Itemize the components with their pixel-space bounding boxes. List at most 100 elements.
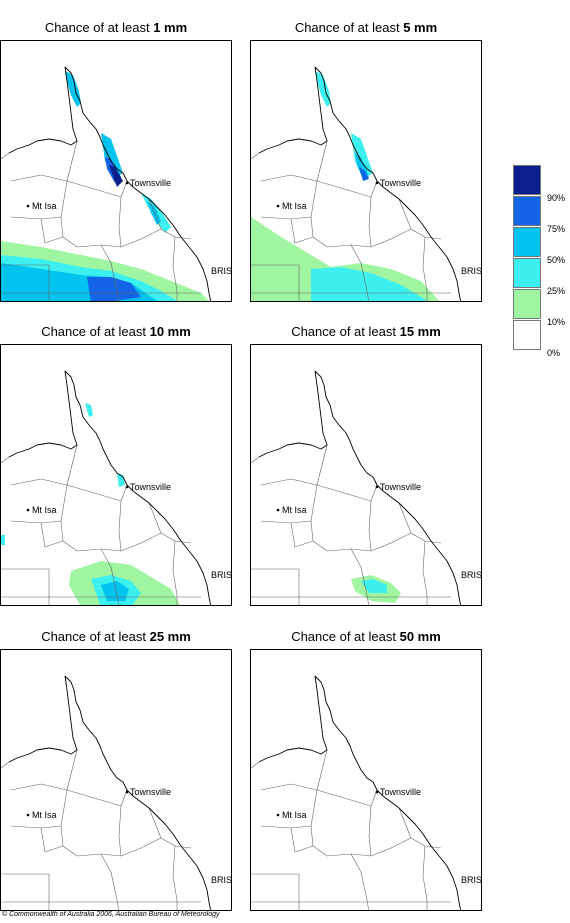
map-frame: Townsville Mt Isa BRIS — [0, 649, 232, 911]
mt-isa-label: Mt Isa — [32, 810, 57, 820]
legend-label-75: 75% — [547, 224, 566, 234]
rain-probability-area — [65, 71, 81, 107]
title-amount: 50 mm — [399, 629, 441, 644]
title-prefix: Chance of at least — [41, 324, 150, 339]
boundary-line — [368, 196, 372, 248]
legend-swatch-25 — [513, 258, 541, 288]
rain-probability-area — [85, 403, 93, 417]
boundary-line — [60, 140, 78, 238]
mt-isa-label: Mt Isa — [282, 810, 307, 820]
legend-swatch-10 — [513, 289, 541, 319]
boundary-line — [148, 198, 192, 240]
map-canvas: Townsville Mt Isa BRIS — [251, 370, 482, 605]
panel-title: Chance of at least 15 mm — [250, 324, 482, 339]
boundary-line — [60, 749, 78, 847]
boundary-line — [64, 675, 212, 910]
townsville-label: Townsville — [380, 178, 421, 188]
panel-title: Chance of at least 50 mm — [250, 629, 482, 644]
rain-probability-area — [147, 201, 161, 225]
boundary-line — [350, 853, 369, 910]
boundary-line — [62, 837, 162, 857]
mt-isa-marker — [276, 508, 280, 512]
boundary-line — [251, 873, 300, 910]
rain-probability-area — [1, 535, 5, 545]
boundary-line — [148, 807, 192, 849]
title-amount: 5 mm — [403, 20, 438, 35]
boundary-line — [8, 675, 78, 763]
legend-label-50: 50% — [547, 255, 566, 265]
map-canvas: Townsville Mt Isa BRIS — [1, 675, 231, 910]
boundary-line — [172, 236, 178, 301]
mt-isa-label: Mt Isa — [282, 505, 307, 515]
rain-probability-area — [101, 133, 123, 179]
mt-isa-marker — [276, 204, 280, 208]
panel-title: Chance of at least 10 mm — [0, 324, 232, 339]
panel-title: Chance of at least 25 mm — [0, 629, 232, 644]
title-amount: 1 mm — [153, 20, 188, 35]
rain-probability-area — [101, 581, 129, 601]
townsville-marker — [125, 790, 129, 794]
legend-swatch-0 — [513, 320, 541, 350]
boundary-line — [64, 66, 212, 301]
boundary-line — [118, 196, 122, 248]
boundary-line — [62, 532, 162, 552]
boundary-line — [251, 152, 260, 160]
bris-label: BRIS — [461, 570, 482, 580]
boundary-line — [350, 548, 369, 605]
boundary-line — [40, 218, 64, 244]
legend-swatch-75 — [513, 196, 541, 226]
townsville-label: Townsville — [130, 482, 171, 492]
boundary-line — [66, 789, 128, 807]
boundary-line — [258, 66, 328, 154]
boundary-line — [1, 873, 50, 910]
boundary-line — [118, 805, 122, 857]
boundary-line — [10, 520, 62, 524]
townsville-label: Townsville — [130, 178, 171, 188]
boundary-line — [258, 675, 328, 763]
townsville-marker — [125, 485, 129, 489]
boundary-line — [316, 180, 378, 198]
boundary-line — [398, 502, 442, 544]
map-frame: Townsville Mt Isa BRIS — [250, 344, 482, 606]
townsville-marker — [375, 790, 379, 794]
boundary-line — [398, 807, 442, 849]
bris-label: BRIS — [211, 266, 232, 276]
boundary-line — [316, 789, 378, 807]
boundary-line — [260, 216, 312, 220]
title-amount: 15 mm — [399, 324, 441, 339]
boundary-line — [8, 370, 78, 458]
boundary-line — [314, 370, 462, 605]
boundary-line — [1, 761, 10, 769]
boundary-line — [258, 370, 328, 458]
title-amount: 10 mm — [149, 324, 191, 339]
boundary-line — [314, 675, 462, 910]
townsville-label: Townsville — [380, 482, 421, 492]
rain-probability-area — [315, 71, 331, 107]
boundary-line — [1, 152, 10, 160]
boundary-line — [312, 228, 412, 248]
legend-swatch-50 — [513, 227, 541, 257]
boundary-line — [172, 845, 178, 910]
map-canvas: Townsville Mt Isa BRIS — [1, 66, 232, 301]
townsville-marker — [375, 485, 379, 489]
rain-probability-area — [359, 167, 369, 181]
boundary-line — [312, 837, 412, 857]
boundary-line — [368, 805, 372, 857]
boundary-line — [1, 568, 50, 605]
map-frame: Townsville Mt Isa BRIS — [0, 344, 232, 606]
boundary-line — [290, 522, 314, 548]
boundary-line — [8, 66, 78, 154]
boundary-line — [66, 180, 128, 198]
copyright-notice: © Commonwealth of Australia 2006, Austra… — [2, 911, 220, 918]
boundary-line — [66, 484, 128, 502]
mt-isa-marker — [26, 204, 30, 208]
legend-label-0: 0% — [547, 348, 561, 358]
boundary-line — [60, 444, 78, 542]
boundary-line — [1, 456, 10, 464]
legend-label-90: 90% — [547, 193, 566, 203]
boundary-line — [316, 484, 378, 502]
title-amount: 25 mm — [149, 629, 191, 644]
title-prefix: Chance of at least — [291, 324, 400, 339]
panel-title: Chance of at least 1 mm — [0, 20, 232, 35]
boundary-line — [290, 218, 314, 244]
